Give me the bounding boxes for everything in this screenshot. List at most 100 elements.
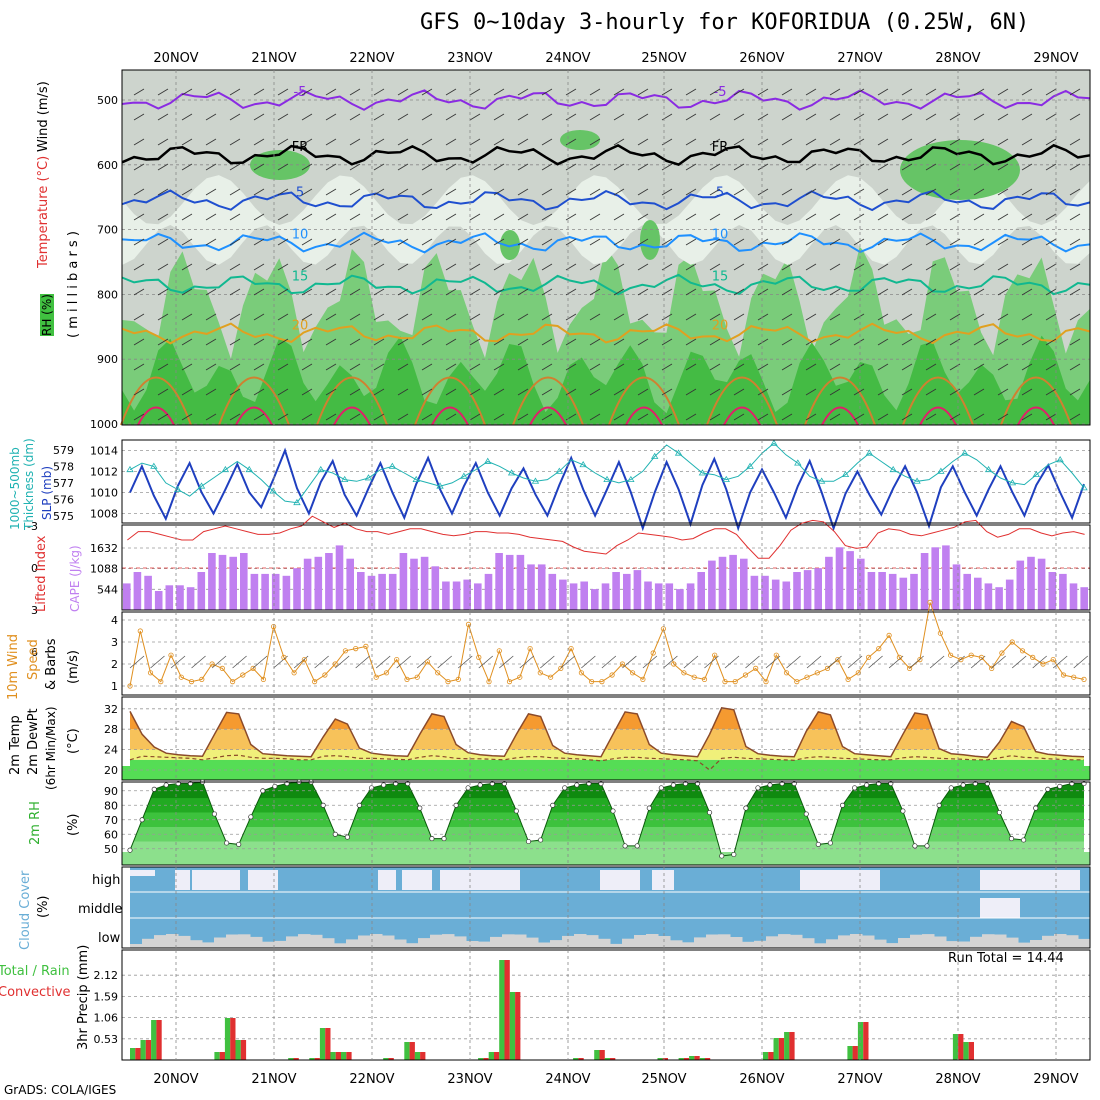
wind-barb: [853, 363, 865, 371]
top-day-label: 20NOV: [153, 51, 198, 66]
precip-total-bar: [689, 1056, 695, 1060]
wind-barb: [493, 288, 505, 296]
cloud-low-block: [202, 942, 215, 948]
cape-bar: [548, 573, 557, 610]
wind10-line: [129, 602, 1085, 687]
wind-barb: [253, 413, 265, 421]
rh-marker: [670, 782, 676, 788]
wind10-barb: [314, 655, 329, 669]
wind-barb: [469, 263, 481, 271]
wind-barb: [733, 163, 745, 171]
rh2m-unit-label: (%): [66, 813, 81, 837]
precip-conv-bar: [610, 1058, 616, 1060]
lifted-tick-label: 6: [31, 646, 38, 659]
wind-barb: [469, 313, 481, 321]
wind-barb: [397, 188, 409, 196]
precip-conv-bar: [388, 1058, 394, 1060]
wind-barb: [589, 263, 601, 271]
wind-barb: [421, 238, 433, 246]
cape-bar: [516, 554, 525, 610]
wind10-marker: [342, 648, 348, 654]
wind-barb: [133, 138, 145, 146]
wind-barb: [565, 363, 577, 371]
wind-barb: [493, 338, 505, 346]
rh-base-band: [122, 852, 1090, 865]
wind-barb: [373, 213, 385, 221]
cloud-low-label: low: [98, 931, 121, 946]
cloud-low-block: [142, 938, 155, 948]
wind-barb: [133, 113, 145, 121]
wind-barb: [469, 288, 481, 296]
temperature-contour-label: 15: [292, 270, 309, 285]
cape-tick-label: 1088: [90, 563, 118, 576]
rh-marker: [658, 785, 664, 791]
wind-barb: [925, 163, 937, 171]
wind10-marker: [742, 672, 749, 678]
cape-bar: [559, 579, 567, 610]
wind-barb: [877, 313, 889, 321]
cape-bar: [633, 570, 642, 610]
cape-bar: [825, 556, 833, 610]
cloud-low-block: [178, 935, 191, 948]
wind-barb: [493, 213, 505, 221]
rh-band-dry: [122, 150, 1090, 265]
wind-barb: [973, 288, 985, 296]
wind-barb: [925, 213, 937, 221]
wind-barb: [637, 88, 649, 96]
wind-barb: [277, 388, 289, 396]
wind-barb: [397, 388, 409, 396]
cloud-low-block: [982, 934, 995, 948]
wind10-barb: [519, 655, 535, 669]
wind-barb: [805, 163, 817, 171]
pressure-tick-label: 500: [97, 94, 118, 107]
hot-contour: [431, 406, 469, 426]
wind-barb: [757, 88, 769, 96]
wind-barb: [253, 238, 265, 246]
wind-barb: [157, 288, 169, 296]
rh-patch: [500, 230, 520, 260]
cloud-low-block: [466, 941, 479, 948]
wind10-marker: [845, 676, 851, 683]
wind-barb: [157, 338, 169, 346]
wind-barb: [421, 113, 433, 121]
cape-bar: [974, 577, 982, 610]
precip-conv-bar: [683, 1058, 690, 1060]
wind-barb: [421, 338, 433, 346]
cloud-unit-label: (%): [36, 895, 51, 919]
wind-barb: [325, 88, 337, 96]
cape-frame: [121, 524, 1091, 611]
cloud-clear-block: [440, 870, 520, 890]
wind-barb: [541, 338, 553, 346]
wind-barb: [445, 213, 457, 221]
wind-barb: [757, 188, 769, 196]
cape-bar: [229, 556, 237, 610]
wind-barb: [253, 188, 265, 196]
cape-bar: [718, 556, 727, 610]
wind10-barb: [150, 655, 165, 669]
wind-barb: [925, 338, 937, 346]
cloud-low-block: [586, 935, 599, 948]
wind10-tick-label: 1: [111, 680, 118, 693]
wind10-marker: [147, 670, 154, 676]
wind-barb: [133, 88, 145, 96]
precip-total-label: Total / Rain: [0, 964, 70, 979]
rh-patch: [900, 140, 1020, 200]
wind-barb: [493, 88, 505, 96]
wind-barb: [541, 213, 553, 221]
wind10-tick-label: 3: [111, 636, 118, 649]
cloud-low-block: [502, 934, 515, 948]
cape-bar: [442, 581, 450, 610]
wind-barb: [877, 288, 889, 296]
wind10-marker: [865, 654, 872, 661]
wind-barb: [877, 238, 889, 246]
wind-barb: [517, 138, 529, 146]
rh-marker: [839, 802, 846, 808]
thickness-marker: [674, 449, 683, 456]
precip-conv-bar: [863, 1022, 869, 1060]
cloud-low-block: [718, 934, 731, 948]
precip-conv-label: Convective: [0, 985, 71, 1000]
precip-total-bar: [140, 1040, 146, 1060]
temperature-contour-label: 10: [292, 228, 309, 243]
cape-bar: [952, 564, 961, 610]
wind10-marker: [927, 599, 933, 606]
